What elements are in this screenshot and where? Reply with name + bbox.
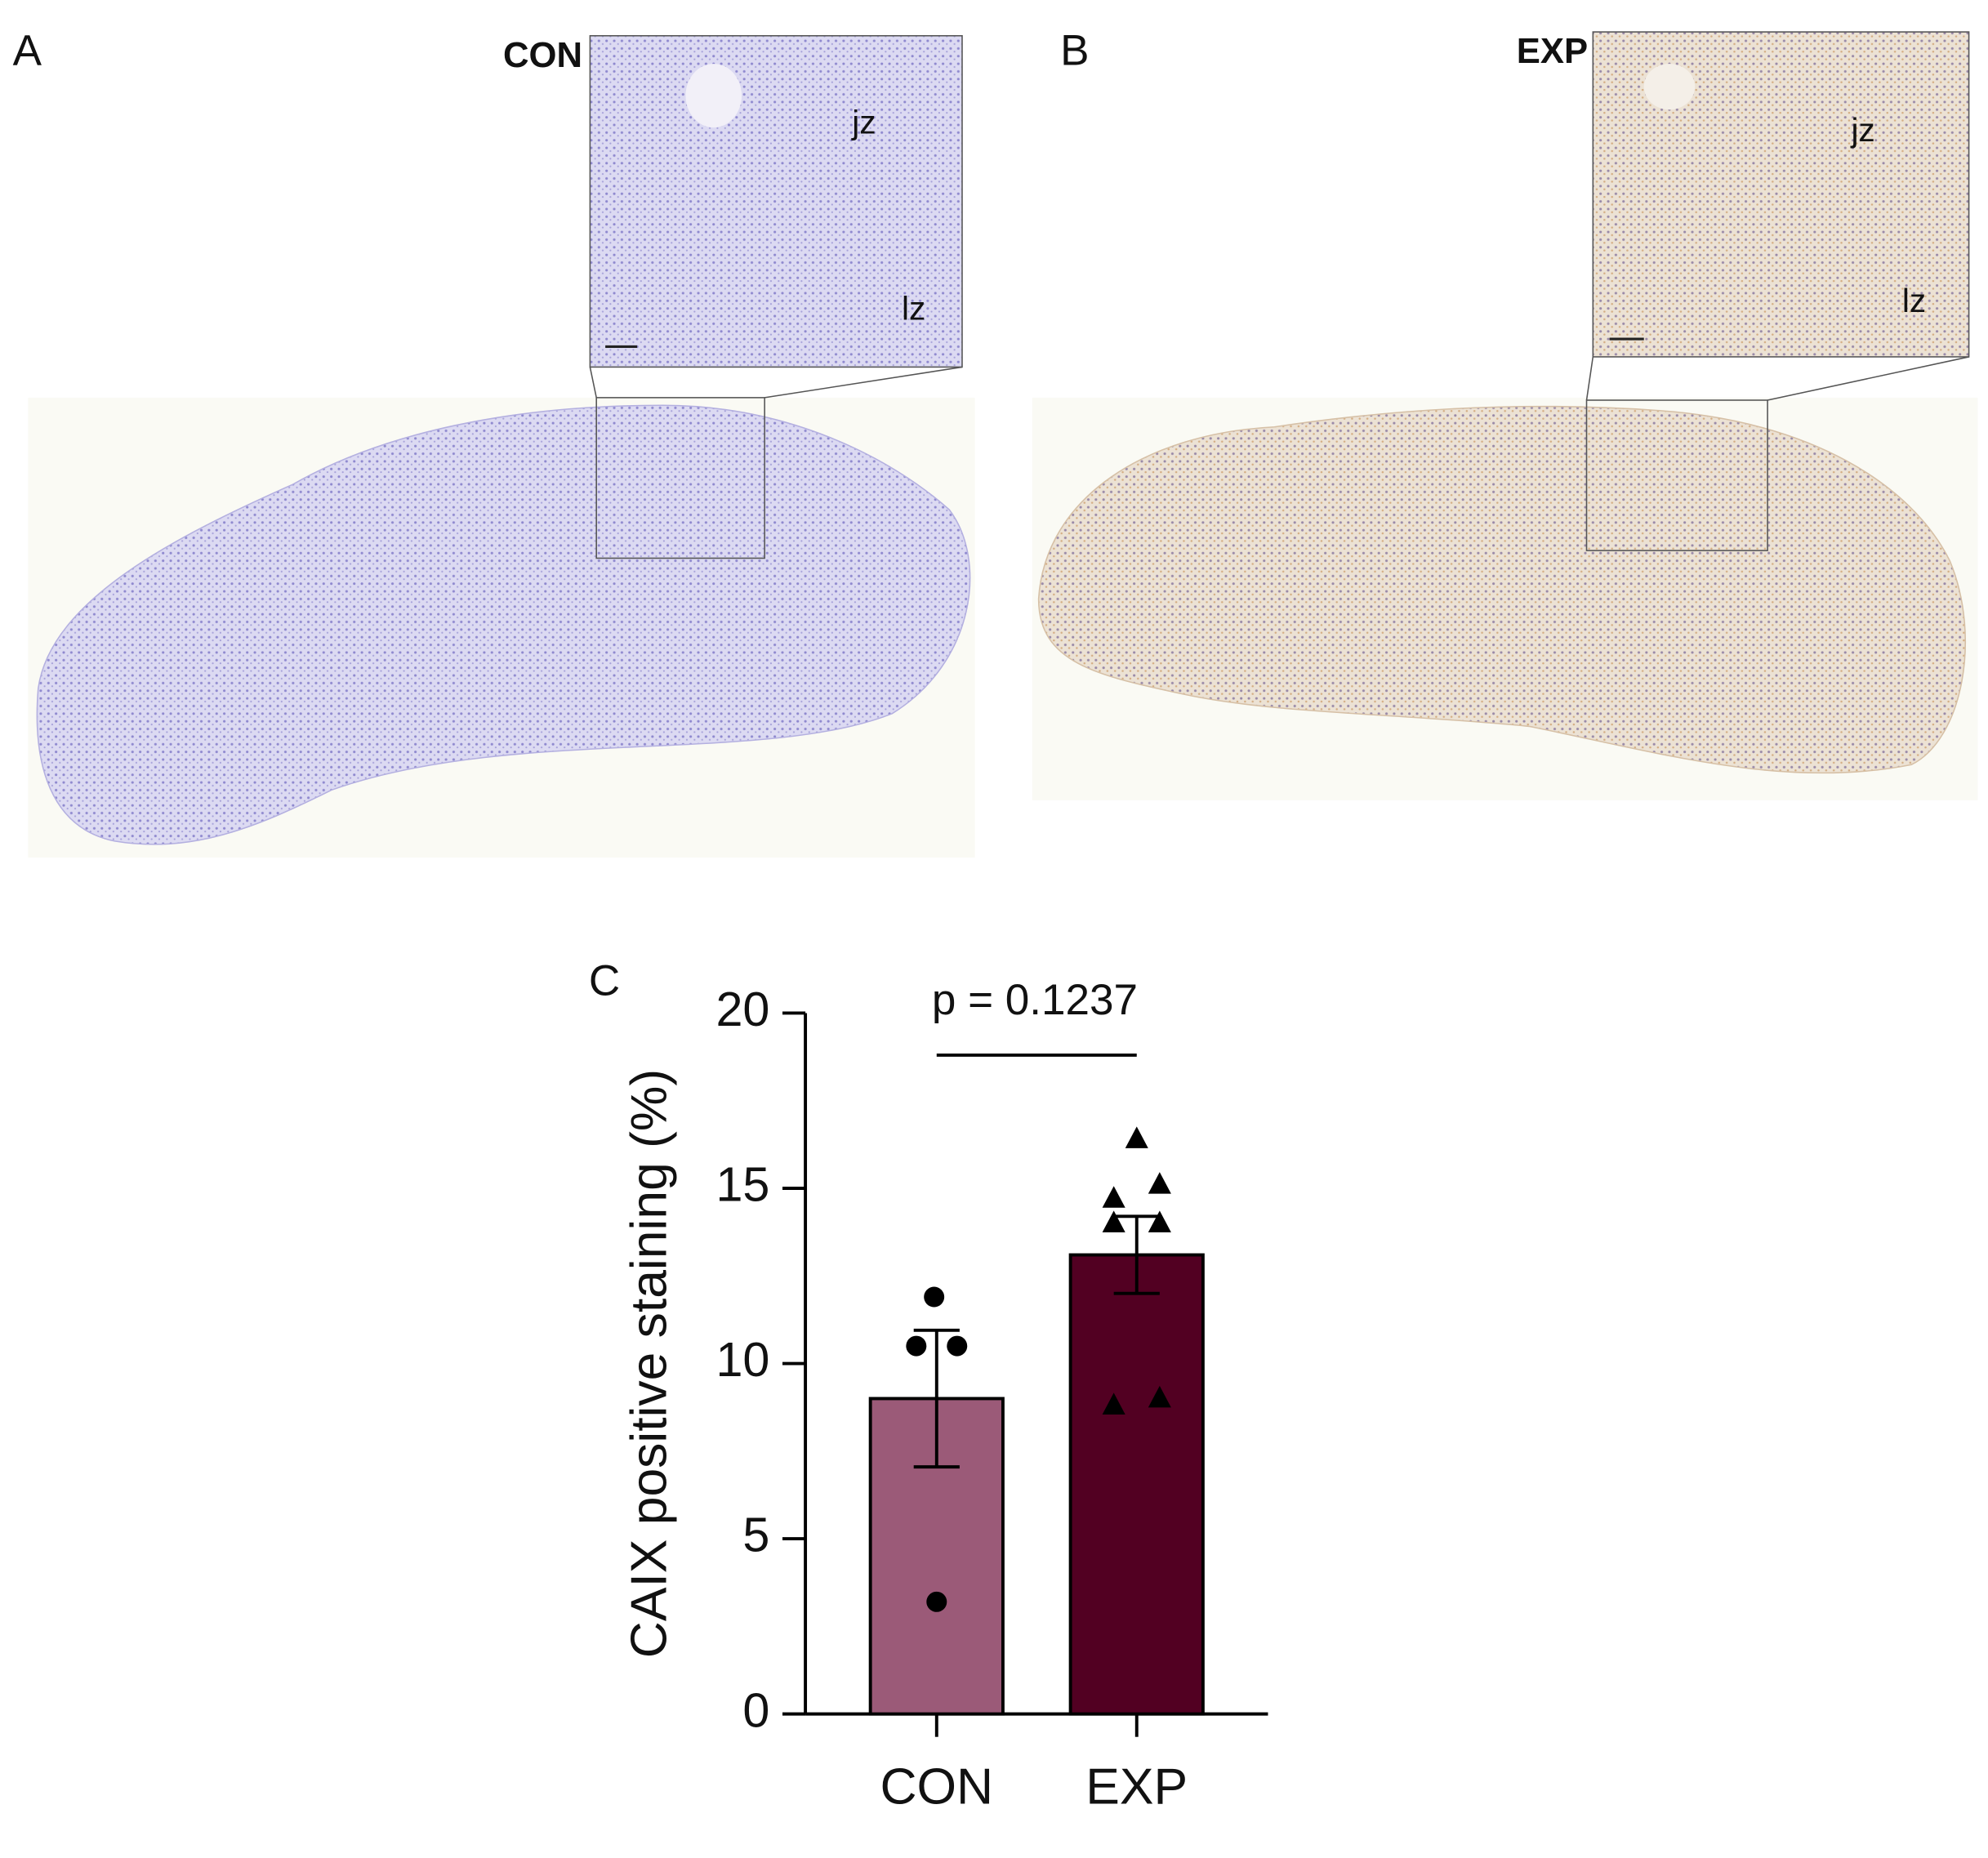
bar-chart: C p = 0.1237 CAIX positive staining (%) … — [589, 957, 1268, 1816]
data-point — [1125, 1126, 1148, 1148]
x-tick-label: CON — [880, 1759, 993, 1816]
zone-label: jz — [1850, 111, 1874, 149]
group-label: EXP — [1517, 31, 1588, 71]
selection-box — [1585, 399, 1768, 551]
zone-label: lz — [902, 289, 925, 327]
inset-image — [589, 34, 963, 368]
panel-letter: B — [1060, 27, 1089, 75]
annotation: p = 0.1237 — [932, 976, 1138, 1024]
selection-box — [595, 397, 765, 559]
zoom-line — [1585, 356, 1594, 401]
x-tick-label: EXP — [1085, 1759, 1188, 1816]
y-tick-label: 0 — [742, 1682, 769, 1737]
panel-letter: A — [13, 27, 42, 75]
zoom-line — [764, 366, 963, 399]
data-point — [926, 1591, 947, 1612]
zone-label: jz — [851, 104, 876, 141]
y-tick-label: 20 — [715, 982, 769, 1036]
panel-b: B EXP jz lz — [1032, 27, 1978, 800]
data-point — [1148, 1172, 1171, 1194]
data-point — [947, 1335, 968, 1357]
group-label: CON — [503, 35, 582, 75]
y-axis-label: CAIX positive staining (%) — [621, 1069, 677, 1658]
bar — [1068, 1253, 1205, 1716]
y-tick-label: 15 — [715, 1157, 769, 1212]
data-point — [1148, 1385, 1171, 1408]
zoom-line — [589, 367, 597, 399]
zoom-line — [1767, 356, 1969, 401]
tissue-section — [1037, 405, 1967, 774]
data-point — [924, 1286, 945, 1308]
data-point — [1102, 1392, 1125, 1415]
y-tick-label: 5 — [742, 1508, 769, 1562]
data-point — [1148, 1210, 1171, 1232]
vessel — [685, 64, 742, 128]
vessel — [1643, 64, 1696, 110]
error-bar — [913, 1328, 960, 1469]
data-point — [1102, 1210, 1125, 1232]
y-tick-label: 10 — [715, 1332, 769, 1387]
data-point — [906, 1335, 927, 1357]
data-point — [1102, 1186, 1125, 1208]
panel-letter: C — [589, 957, 620, 1005]
tissue-section — [36, 404, 971, 845]
panel-a: A CON jz lz — [13, 27, 975, 858]
error-bar — [1113, 1214, 1160, 1295]
zone-label: lz — [1902, 282, 1926, 319]
